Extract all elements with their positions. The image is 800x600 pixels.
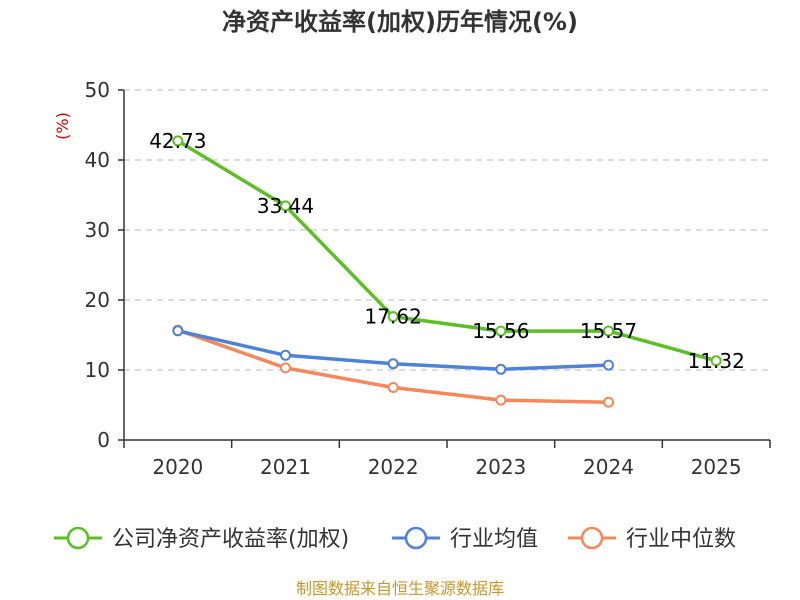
y-tick-label-20: 20 (85, 288, 110, 312)
axes: 0 10 20 30 40 50 2020 2021 2022 2023 2024 2025 (85, 78, 771, 479)
data-labels: 42.73 33.44 17.62 15.56 15.57 11.32 (149, 129, 745, 373)
y-tick-label-40: 40 (85, 148, 110, 172)
y-tick-label-10: 10 (85, 358, 110, 382)
legend-swatch-marker-0 (66, 526, 90, 550)
point-s2-2021 (280, 362, 291, 374)
point-s1-2021 (280, 349, 291, 361)
source-footer: 制图数据来自恒生聚源数据库 (296, 579, 504, 598)
legend-label-1: 行业均值 (450, 527, 538, 552)
x-tick-label-2023: 2023 (475, 455, 526, 479)
data-label-2020: 42.73 (149, 129, 206, 153)
y-tick-label-0: 0 (97, 428, 110, 452)
x-tick-label-2024: 2024 (583, 455, 634, 479)
point-s1-2024 (603, 359, 614, 371)
legend-label-2: 行业中位数 (626, 527, 736, 552)
point-s0-2023 (495, 325, 507, 337)
point-s0-2024 (603, 325, 614, 337)
chart-title: 净资产收益率(加权)历年情况(%) (222, 8, 578, 36)
data-label-2022: 17.62 (365, 305, 422, 329)
legend-label-0: 公司净资产收益率(加权) (112, 527, 349, 552)
point-s2-2024 (603, 396, 614, 408)
data-label-2024: 15.57 (580, 319, 637, 343)
point-s1-2023 (495, 363, 507, 375)
point-s1-2022 (387, 358, 399, 370)
legend-swatch-marker-1 (404, 526, 428, 550)
gridlines (124, 89, 770, 371)
point-s2-2023 (495, 394, 507, 406)
y-axis-unit: (%) (53, 112, 72, 140)
series-line-0 (176, 139, 717, 363)
y-tick-label-50: 50 (85, 78, 110, 102)
legend-swatch-marker-2 (580, 526, 604, 550)
y-tick-label-30: 30 (85, 218, 110, 242)
series-layer (172, 135, 722, 408)
x-tick-label-2025: 2025 (691, 455, 742, 479)
x-tick-label-2022: 2022 (368, 455, 419, 479)
point-s0-2021 (280, 200, 291, 212)
point-s0-2020 (172, 135, 184, 147)
data-label-2025: 11.32 (688, 349, 745, 373)
point-s1-2020 (172, 325, 184, 337)
x-tick-label-2020: 2020 (152, 455, 203, 479)
data-label-2021: 33.44 (257, 194, 314, 218)
point-s0-2025 (710, 355, 722, 367)
x-tick-label-2021: 2021 (260, 455, 311, 479)
legend: 公司净资产收益率(加权) 行业均值 行业中位数 (54, 526, 736, 552)
data-label-2023: 15.56 (472, 319, 529, 343)
point-s2-2022 (387, 382, 399, 393)
point-s0-2022 (387, 311, 399, 323)
